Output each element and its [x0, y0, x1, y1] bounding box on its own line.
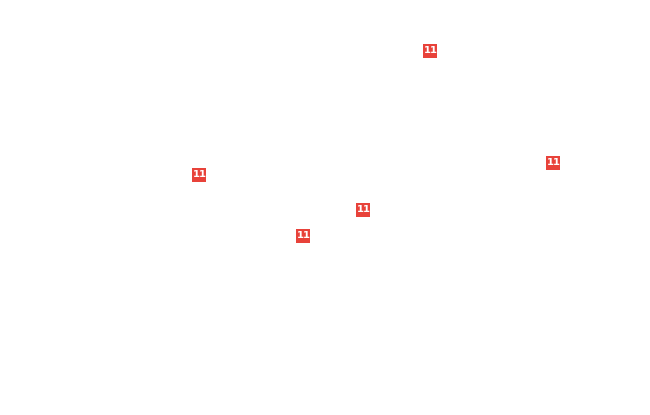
- marker-badge[interactable]: 11: [423, 44, 437, 58]
- marker-badge[interactable]: 11: [296, 229, 310, 243]
- marker-badge[interactable]: 11: [546, 156, 560, 170]
- marker-badge[interactable]: 11: [192, 168, 206, 182]
- marker-badge[interactable]: 11: [356, 203, 370, 217]
